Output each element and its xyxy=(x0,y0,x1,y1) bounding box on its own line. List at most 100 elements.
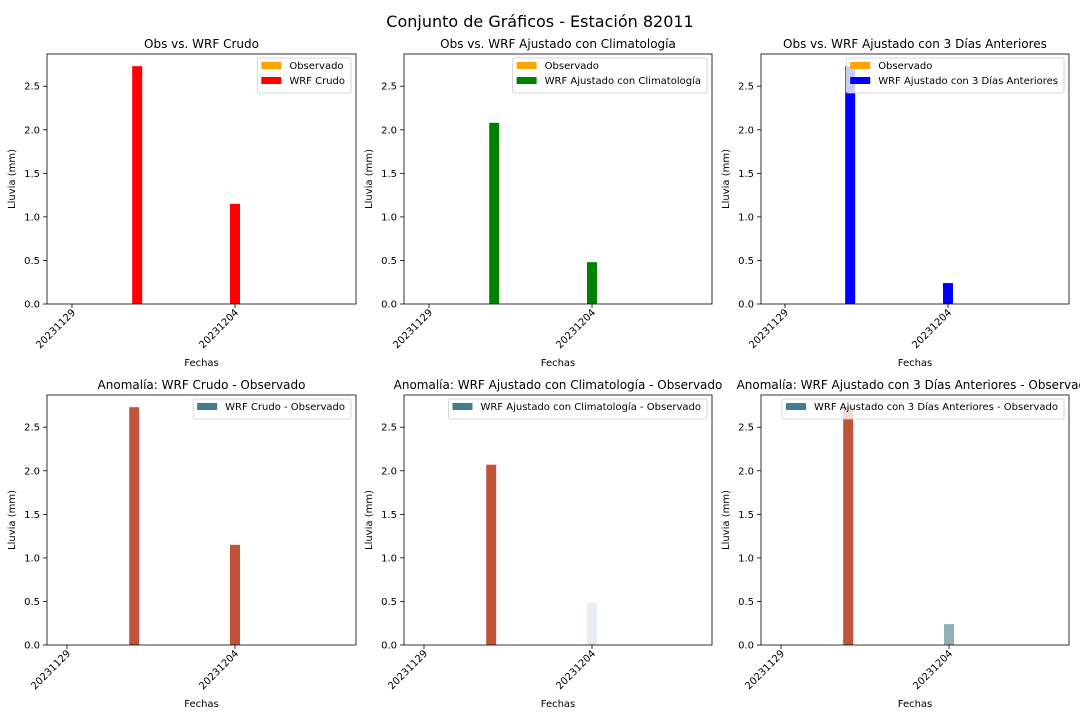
y-tick-label: 1.0 xyxy=(738,553,754,564)
subplot-5: Anomalía: WRF Ajustado con Climatología … xyxy=(364,378,722,710)
x-tick-label: 20231129 xyxy=(29,648,73,692)
legend: Observado WRF Crudo xyxy=(256,57,352,94)
legend-label: Observado xyxy=(289,61,343,72)
y-tick-label: 1.5 xyxy=(738,169,754,180)
x-axis-label: Fechas xyxy=(541,358,576,369)
legend-box xyxy=(448,398,708,420)
y-tick-label: 2.0 xyxy=(738,466,754,477)
legend-label: Observado xyxy=(545,61,599,72)
bar xyxy=(843,407,854,645)
y-tick-label: 1.0 xyxy=(738,212,754,223)
subplot-title: Anomalía: WRF Crudo - Observado xyxy=(98,378,306,392)
y-tick-label: 1.5 xyxy=(24,169,40,180)
legend: Observado WRF Ajustado con 3 Días Anterio… xyxy=(845,57,1065,94)
y-tick-label: 0.0 xyxy=(24,641,40,652)
legend-label: WRF Ajustado con 3 Días Anteriores xyxy=(878,75,1058,87)
y-axis-label: Lluvia (mm) xyxy=(721,490,732,550)
x-axis-label: Fechas xyxy=(184,358,219,369)
legend-swatch xyxy=(452,403,473,410)
subplot-4: Anomalía: WRF Crudo - Observado 0.0 0.5 1.0… xyxy=(7,378,357,710)
y-tick-label: 2.5 xyxy=(738,423,754,434)
bar xyxy=(943,283,953,304)
legend: WRF Ajustado con Climatología - Observad… xyxy=(448,398,708,420)
axes-frame xyxy=(46,394,357,646)
legend: WRF Crudo - Observado xyxy=(192,398,352,420)
y-tick-label: 2.0 xyxy=(381,466,397,477)
axes-frame xyxy=(403,394,713,646)
y-tick-label: 0.5 xyxy=(381,597,397,608)
legend-swatch xyxy=(261,62,282,69)
bar xyxy=(587,262,597,304)
y-tick-label: 1.0 xyxy=(381,553,397,564)
y-tick-label: 2.5 xyxy=(381,423,397,434)
figure-suptitle: Conjunto de Gráficos - Estación 82011 xyxy=(386,12,693,31)
bar xyxy=(587,603,597,645)
y-tick-label: 2.5 xyxy=(381,82,397,93)
y-tick-label: 1.0 xyxy=(381,212,397,223)
y-axis-label: Lluvia (mm) xyxy=(721,149,732,209)
bar xyxy=(489,122,500,304)
x-axis-label: Fechas xyxy=(898,699,933,710)
y-tick-label: 1.5 xyxy=(24,510,40,521)
legend-label: WRF Ajustado con Climatología - Observad… xyxy=(480,401,701,413)
y-tick-label: 0.0 xyxy=(738,300,754,311)
x-tick-label: 20231204 xyxy=(197,648,241,692)
legend-swatch xyxy=(786,403,807,410)
legend-swatch xyxy=(516,77,537,84)
x-tick-label: 20231129 xyxy=(747,307,791,351)
y-tick-label: 2.0 xyxy=(24,125,40,136)
y-tick-label: 0.0 xyxy=(738,641,754,652)
subplot-title: Anomalía: WRF Ajustado con Climatología … xyxy=(394,378,723,392)
axes-frame xyxy=(46,53,357,305)
axes-frame xyxy=(760,394,1070,646)
bar xyxy=(230,544,240,645)
subplot-6: Anomalía: WRF Ajustado con 3 Días Anteri… xyxy=(721,378,1080,710)
legend-swatch xyxy=(261,77,282,84)
subplot-title: Anomalía: WRF Ajustado con 3 Días Anteri… xyxy=(737,378,1080,392)
x-tick-label: 20231204 xyxy=(554,307,598,351)
axes-frame xyxy=(760,53,1070,305)
x-tick-label: 20231204 xyxy=(197,307,241,351)
y-tick-label: 1.5 xyxy=(381,510,397,521)
x-tick-label: 20231129 xyxy=(34,307,78,351)
axes-frame xyxy=(403,53,713,305)
legend-label: WRF Crudo - Observado xyxy=(225,402,345,413)
y-tick-label: 0.0 xyxy=(381,300,397,311)
legend-box xyxy=(192,398,352,420)
y-axis-label: Lluvia (mm) xyxy=(7,490,18,550)
x-tick-label: 20231204 xyxy=(910,307,954,351)
y-tick-label: 1.5 xyxy=(381,169,397,180)
legend-swatch xyxy=(850,62,871,69)
subplot-title: Obs vs. WRF Ajustado con Climatología xyxy=(440,37,676,51)
bar xyxy=(129,407,140,645)
legend-label: WRF Ajustado con 3 Días Anteriores - Obs… xyxy=(814,401,1058,413)
legend-label: Observado xyxy=(878,61,932,72)
legend-box xyxy=(512,57,708,94)
y-tick-label: 0.5 xyxy=(24,256,40,267)
legend-box xyxy=(845,57,1065,94)
y-axis-label: Lluvia (mm) xyxy=(7,149,18,209)
bar xyxy=(230,203,240,304)
y-tick-label: 1.0 xyxy=(24,553,40,564)
y-tick-label: 2.0 xyxy=(738,125,754,136)
x-tick-label: 20231129 xyxy=(391,307,435,351)
legend-box xyxy=(781,398,1065,420)
x-axis-label: Fechas xyxy=(184,699,219,710)
x-tick-label: 20231129 xyxy=(743,648,787,692)
subplot-title: Obs vs. WRF Crudo xyxy=(144,37,259,51)
legend-swatch xyxy=(197,403,218,410)
bar xyxy=(486,464,497,645)
x-tick-label: 20231129 xyxy=(386,648,430,692)
x-axis-label: Fechas xyxy=(898,358,933,369)
subplot-3: Obs vs. WRF Ajustado con 3 Días Anterior… xyxy=(721,37,1070,369)
y-tick-label: 0.5 xyxy=(738,597,754,608)
subplot-2: Obs vs. WRF Ajustado con Climatología 0.0… xyxy=(364,37,713,369)
legend-label: WRF Crudo xyxy=(289,76,345,87)
y-tick-label: 2.5 xyxy=(24,423,40,434)
subplot-title: Obs vs. WRF Ajustado con 3 Días Anterior… xyxy=(783,37,1047,51)
legend: Observado WRF Ajustado con Climatología xyxy=(512,57,708,94)
y-tick-label: 2.5 xyxy=(738,82,754,93)
y-tick-label: 1.5 xyxy=(738,510,754,521)
bar xyxy=(132,66,143,304)
